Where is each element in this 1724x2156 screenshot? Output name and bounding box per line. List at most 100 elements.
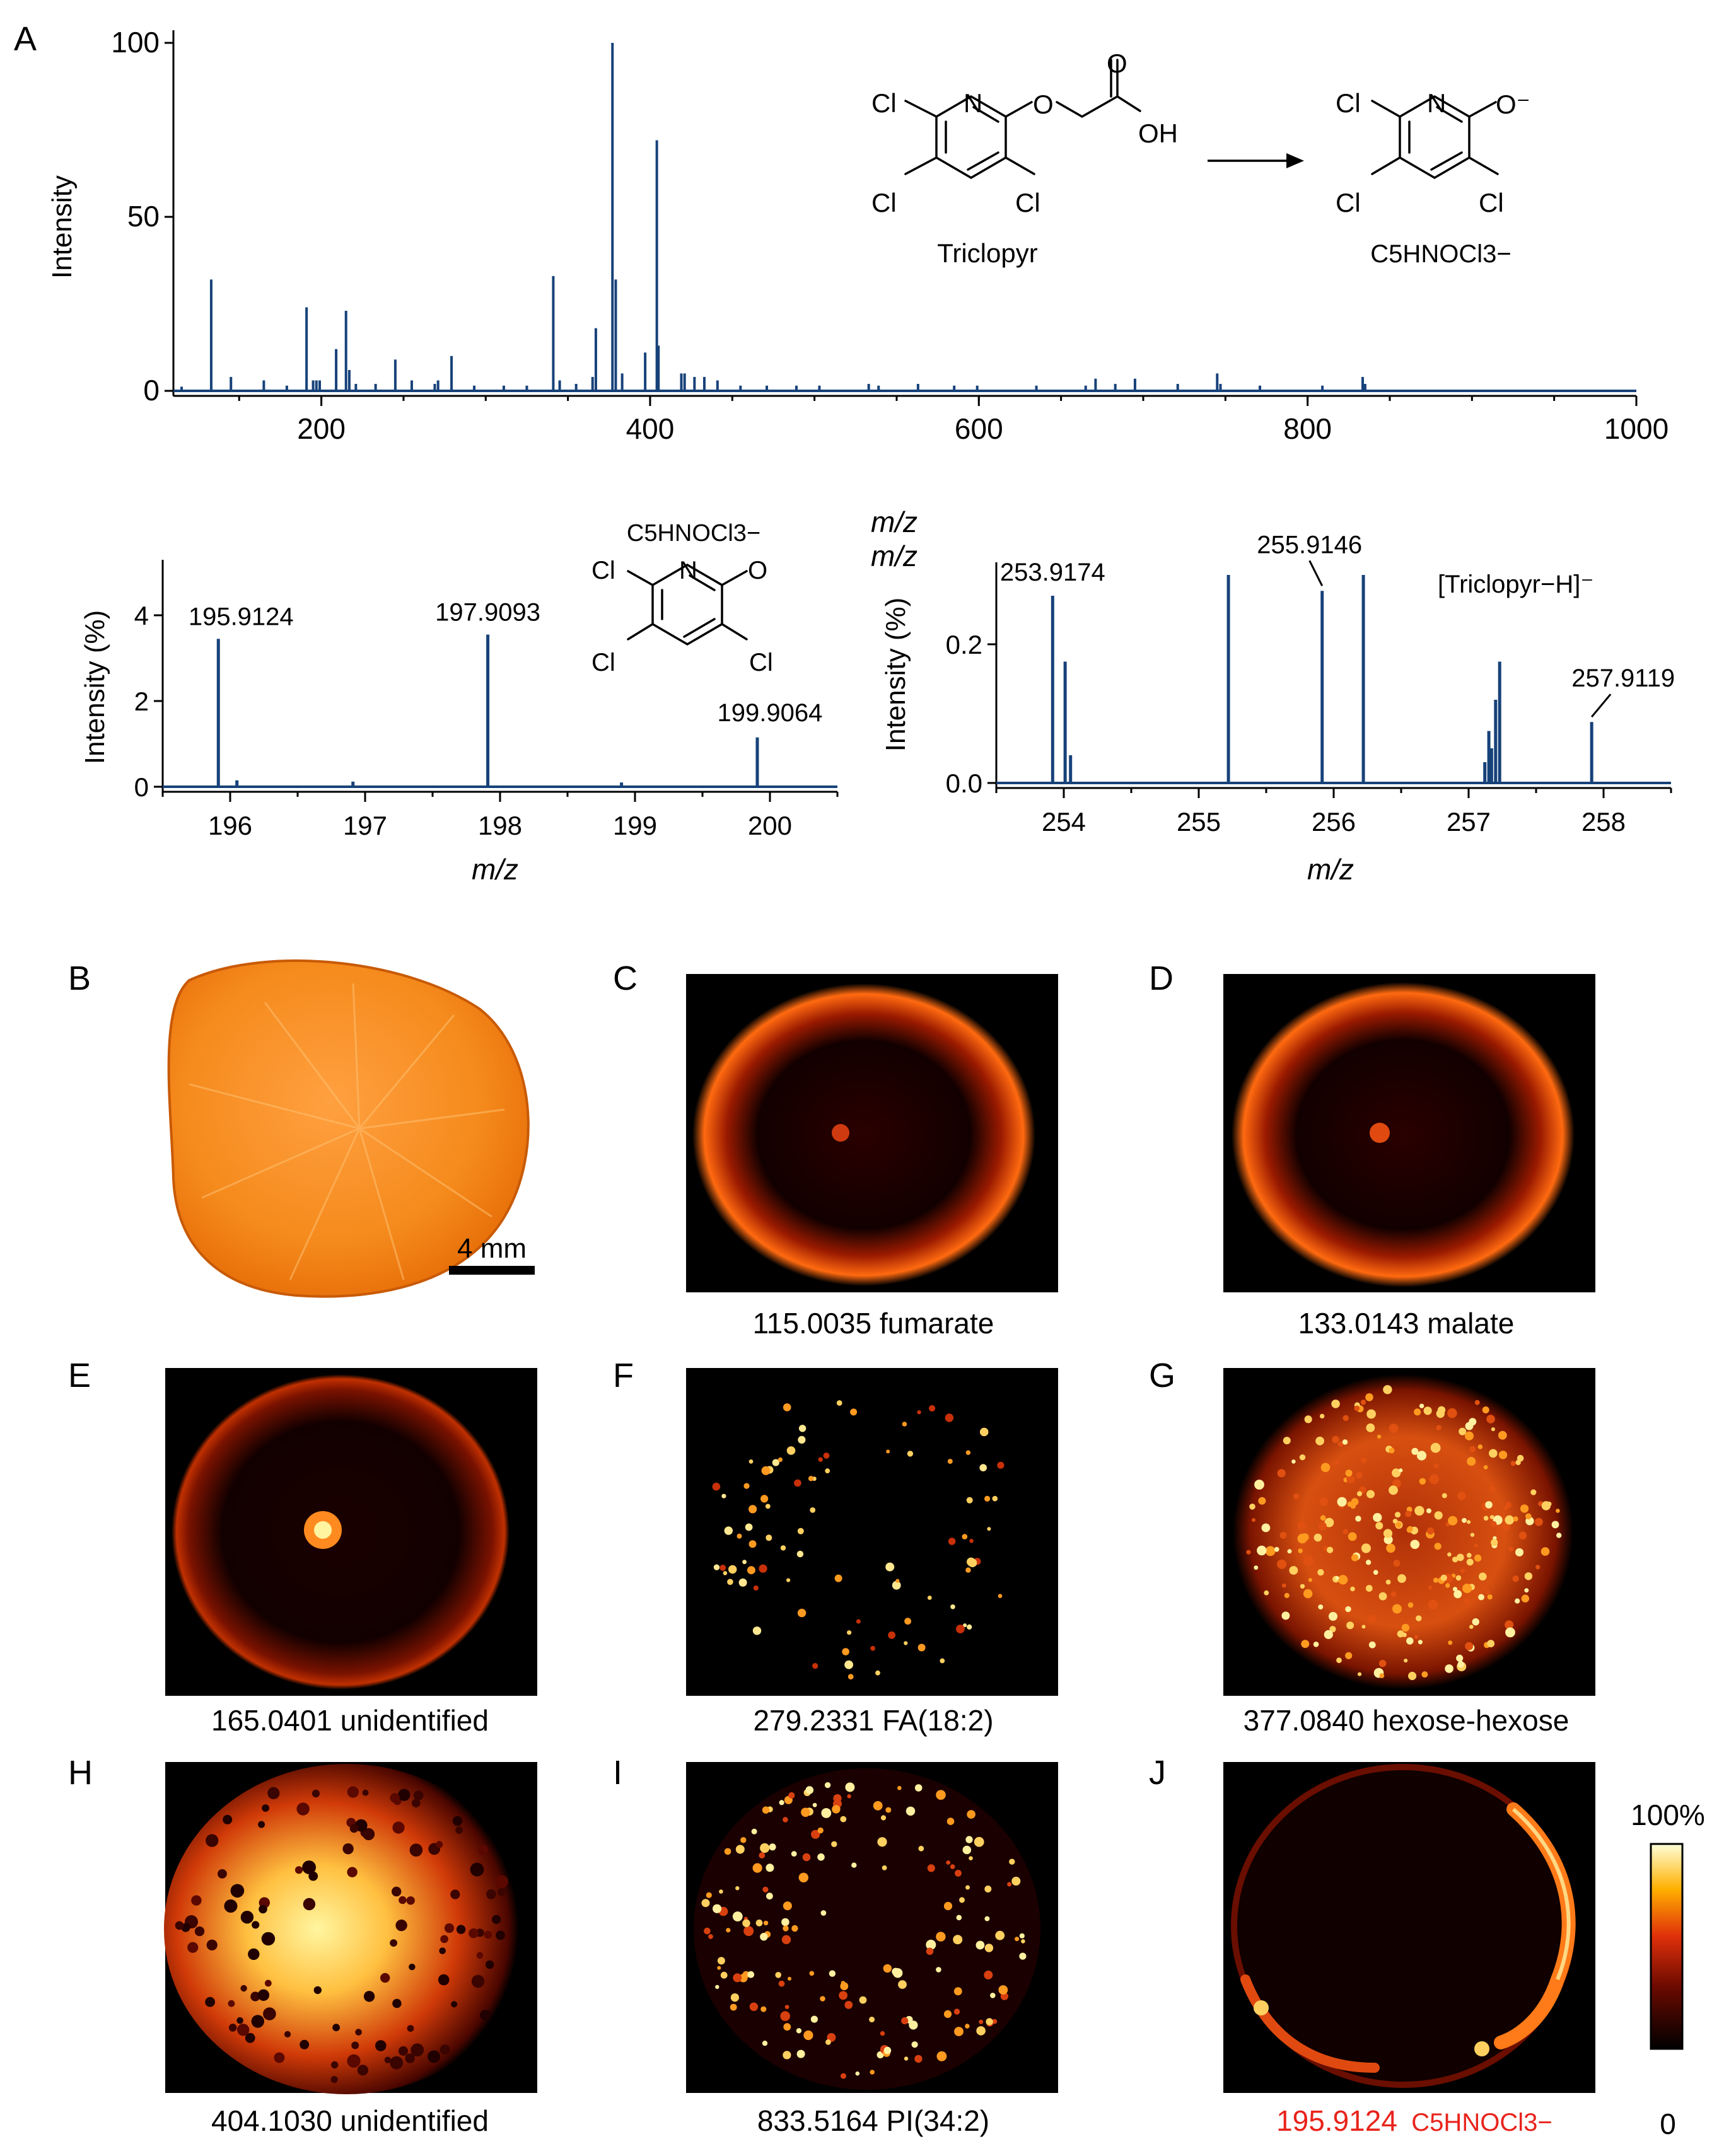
ion-signal-spot xyxy=(1392,1604,1402,1614)
ion-signal-spot xyxy=(965,1885,970,1890)
ion-signal-spot xyxy=(987,1527,991,1531)
ion-signal-spot xyxy=(998,1985,1008,1995)
ion-signal-spot xyxy=(1535,1565,1541,1570)
inset-n-atom: N xyxy=(679,557,697,584)
ion-signal-spot xyxy=(1452,1587,1458,1592)
ion-signal-spot xyxy=(821,1808,832,1818)
ion-signal-spot xyxy=(946,1817,955,1825)
ion-signal-spot xyxy=(880,2031,885,2036)
ion-signal-spot xyxy=(811,1829,820,1839)
ion-signal-spot xyxy=(892,1580,901,1590)
ion-image-j: J xyxy=(1149,1754,1595,2093)
ion-signal-spot xyxy=(798,1425,807,1432)
ion-signal-spot xyxy=(965,1450,971,1455)
ion-signal-spot xyxy=(1392,1468,1401,1478)
ion-signal-spot xyxy=(798,1435,806,1444)
ion-signal-spot xyxy=(904,1641,908,1645)
ion-signal-spot xyxy=(1402,1632,1407,1637)
ion-signal-spot xyxy=(399,1896,407,1904)
ion-signal-spot xyxy=(712,1482,721,1491)
ion-signal-spot xyxy=(841,2073,846,2079)
zoom-195-200-xlabel: m/z xyxy=(472,853,518,886)
ion-signal-spot xyxy=(1452,1556,1459,1563)
ion-signal-spot xyxy=(1345,1469,1353,1477)
ion-signal-spot xyxy=(263,2007,276,2020)
ion-signal-spot xyxy=(748,1459,754,1464)
ion-signal-spot xyxy=(480,2010,491,2021)
ion-signal-spot xyxy=(801,1807,810,1817)
ion-signal-spot xyxy=(855,2071,860,2076)
ion-signal-spot xyxy=(825,1468,830,1474)
ion-signal-spot xyxy=(1366,1409,1377,1419)
ion-signal-spot xyxy=(962,1534,968,1539)
ion-signal-spot xyxy=(742,1919,750,1927)
y-tick-label: 0.2 xyxy=(946,630,982,659)
ion-signal-spot xyxy=(1350,1503,1356,1509)
ion-signal-spot xyxy=(847,1794,851,1799)
ion-signal-spot xyxy=(1365,1560,1372,1565)
ion-signal-spot xyxy=(1318,1604,1324,1610)
ion-signal-spot xyxy=(1490,1521,1497,1527)
ion-signal-spot xyxy=(956,1625,965,1633)
ion-signal-spot xyxy=(738,1578,747,1587)
ion-image-f-label: 279.2331 FA(18:2) xyxy=(753,1704,993,1737)
ion-signal-spot xyxy=(842,1648,849,1655)
ion-signal-spot xyxy=(230,1884,245,1898)
ion-signal-spot xyxy=(796,2028,802,2034)
ion-signal-spot xyxy=(1524,1588,1529,1593)
ion-image-g: G xyxy=(1149,1357,1595,1696)
ion-signal-spot xyxy=(1437,1406,1446,1414)
ion-signal-spot xyxy=(783,1817,788,1823)
ion-signal-spot xyxy=(759,1564,767,1573)
ion-signal-spot xyxy=(1467,1457,1476,1466)
ion-label: [Triclopyr−H]⁻ xyxy=(1438,571,1593,598)
x-tick-label: 197 xyxy=(343,811,387,840)
ion-signal-spot xyxy=(1375,1522,1383,1530)
ion-image-d: D xyxy=(1149,959,1595,1292)
ion-signal-spot xyxy=(936,2051,947,2061)
ion-signal-spot xyxy=(766,1863,774,1872)
ion-signal-spot xyxy=(1505,1627,1515,1638)
ion-signal-spot xyxy=(1551,1521,1559,1529)
ion-signal-spot xyxy=(1383,1385,1392,1394)
ion-signal-spot xyxy=(902,1422,907,1427)
ion-signal-spot xyxy=(1337,1441,1344,1447)
ion-signal-spot xyxy=(1502,1522,1510,1531)
ion-signal-spot xyxy=(751,1828,757,1834)
ion-signal-spot xyxy=(237,2024,250,2036)
ion-signal-spot xyxy=(747,1566,755,1575)
ion-signal-spot xyxy=(820,1996,825,2002)
ion-signal-spot xyxy=(1299,1454,1306,1461)
ion-signal-spot xyxy=(742,1560,747,1565)
ion-signal-spot xyxy=(950,1604,955,1609)
ion-signal-spot xyxy=(1434,1511,1443,1520)
peak-label: 195.9124 xyxy=(189,603,294,630)
ion-image-e: E xyxy=(68,1357,537,1696)
ion-signal-spot xyxy=(760,1843,770,1853)
ion-signal-spot xyxy=(1009,1858,1015,1865)
ion-signal-spot xyxy=(962,1845,972,1855)
ion-signal-spot xyxy=(1011,1877,1021,1886)
ion-signal-spot xyxy=(1320,1413,1325,1419)
ion-signal-spot xyxy=(1491,1427,1495,1432)
ion-signal-spot xyxy=(1264,1590,1269,1596)
ion-signal-spot xyxy=(1365,1393,1373,1401)
ion-signal-spot xyxy=(1430,1442,1441,1453)
colorbar-max-label: 100% xyxy=(1631,1799,1705,1831)
ion-signal-spot xyxy=(1483,1516,1489,1521)
zoom-253-258-top-xlabel: m/z xyxy=(871,540,917,572)
ion-signal-spot xyxy=(228,2024,237,2032)
ion-signal-spot xyxy=(998,1594,1003,1598)
ion-signal-spot xyxy=(1442,1493,1447,1498)
ion-signal-spot xyxy=(261,1932,276,1946)
ion-signal-spot xyxy=(967,1557,976,1567)
ion-signal-spot xyxy=(1405,1510,1412,1517)
ion-signal-spot xyxy=(1433,1577,1439,1583)
ion-signal-spot xyxy=(1505,1502,1511,1509)
ion-signal-spot xyxy=(715,1985,719,1989)
ion-signal-spot xyxy=(1515,1459,1521,1466)
ion-signal-spot xyxy=(818,1457,823,1462)
ion-signal-spot xyxy=(833,1794,842,1803)
ion-signal-spot xyxy=(398,1788,411,1801)
